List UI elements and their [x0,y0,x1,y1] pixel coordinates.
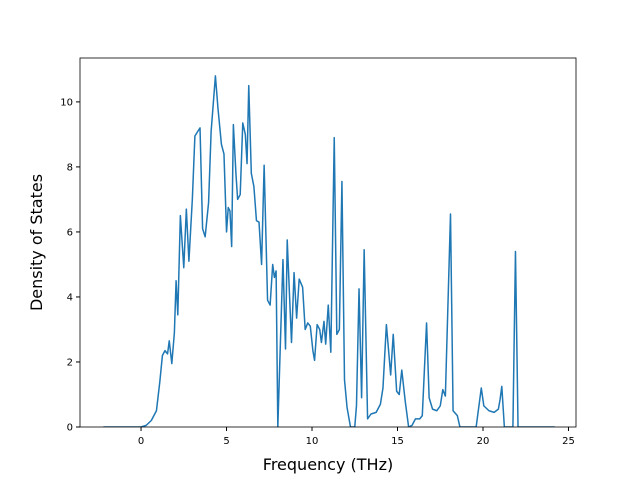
y-axis-label: Density of States [27,174,46,311]
y-tick-label: 0 [67,423,73,434]
x-tick-label: 10 [306,436,319,447]
x-tick-label: 20 [477,436,490,447]
y-tick-label: 8 [67,162,73,173]
plot-frame [79,57,577,428]
y-tick-label: 10 [60,97,73,108]
line-series [103,75,555,427]
y-tick-label: 6 [67,227,73,238]
y-tick-label: 2 [67,357,73,368]
x-tick-label: 0 [138,436,144,447]
x-tick-label: 25 [562,436,575,447]
x-tick-label: 15 [391,436,404,447]
x-tick-label: 5 [223,436,229,447]
y-tick-label: 4 [67,292,73,303]
x-axis-label: Frequency (THz) [263,455,393,474]
